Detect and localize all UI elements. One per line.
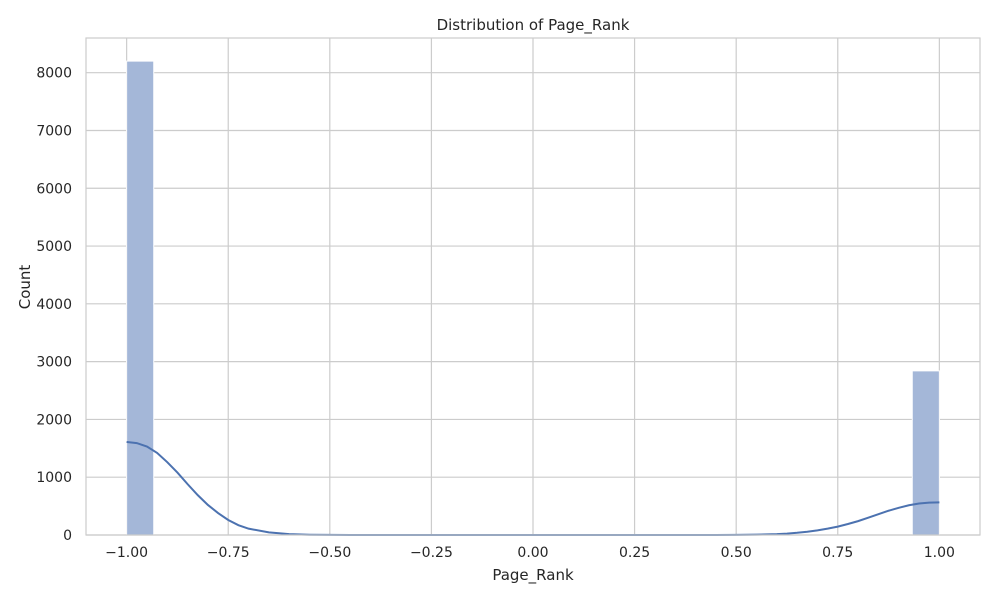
- y-tick-label-1: 1000: [36, 470, 72, 486]
- histogram-bar-1: [911, 370, 940, 536]
- y-tick-label-2: 2000: [36, 412, 72, 428]
- x-tick-label-6: 0.50: [721, 545, 752, 561]
- y-tick-label-5: 5000: [36, 239, 72, 255]
- x-tick-label-3: −0.25: [410, 545, 453, 561]
- y-tick-label-4: 4000: [36, 297, 72, 313]
- y-tick-label-6: 6000: [36, 181, 72, 197]
- grid-layer: [86, 38, 980, 536]
- y-tick-label-8: 8000: [36, 66, 72, 82]
- plot-border: [85, 37, 981, 536]
- chart-title: Distribution of Page_Rank: [437, 16, 630, 35]
- histogram-bar-0: [126, 60, 155, 536]
- y-tick-labels: 0 1000 2000 3000 4000 5000 6000 7000 8000: [36, 66, 72, 544]
- x-tick-label-2: −0.50: [308, 545, 351, 561]
- x-tick-label-0: −1.00: [105, 545, 148, 561]
- x-tick-label-8: 1.00: [924, 545, 955, 561]
- x-tick-label-1: −0.75: [207, 545, 250, 561]
- x-tick-label-5: 0.25: [619, 545, 650, 561]
- y-axis-label: Count: [16, 265, 34, 310]
- x-tick-label-7: 0.75: [822, 545, 853, 561]
- y-tick-label-7: 7000: [36, 123, 72, 139]
- bars-layer: [126, 60, 940, 536]
- y-tick-label-0: 0: [63, 528, 72, 544]
- y-tick-label-3: 3000: [36, 355, 72, 371]
- x-tick-label-4: 0.00: [517, 545, 548, 561]
- x-axis-label: Page_Rank: [492, 566, 574, 585]
- x-tick-labels: −1.00 −0.75 −0.50 −0.25 0.00 0.25 0.50 0.75 1.00: [105, 545, 955, 561]
- plot-frame: [85, 37, 981, 536]
